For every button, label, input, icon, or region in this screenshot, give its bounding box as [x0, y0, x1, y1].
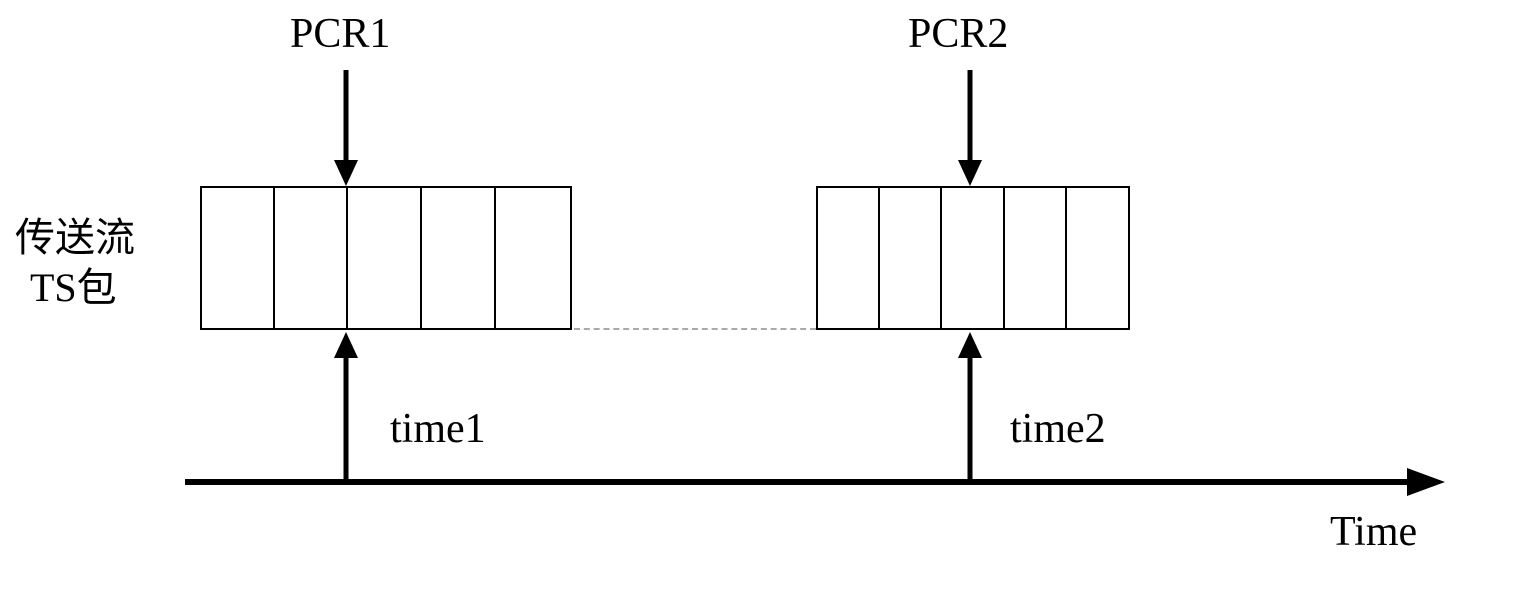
time2-arrow-icon — [954, 332, 986, 482]
pcr2-arrow-icon — [954, 70, 986, 186]
stream-label-line2: TS包 — [30, 255, 117, 313]
ts-packet-cell — [818, 188, 880, 328]
ts-packet-group-1 — [200, 186, 572, 330]
pcr1-label: PCR1 — [290, 10, 390, 58]
ts-packet-cell — [1067, 188, 1128, 328]
ts-packet-cell — [880, 188, 942, 328]
ts-packet-cell — [348, 188, 421, 328]
ts-packet-cell — [422, 188, 496, 328]
ts-packet-cell — [496, 188, 570, 328]
pcr1-arrow-icon — [330, 70, 362, 186]
pcr2-label: PCR2 — [908, 10, 1008, 58]
time2-label: time2 — [1010, 405, 1106, 453]
ellipsis-connector — [574, 328, 816, 330]
time1-label: time1 — [390, 405, 486, 453]
time-axis-line — [185, 464, 1445, 500]
ts-packet-cell — [275, 188, 348, 328]
time1-arrow-icon — [330, 332, 362, 482]
ts-packet-cell — [942, 188, 1004, 328]
ts-packet-cell — [1005, 188, 1067, 328]
time-axis-label: Time — [1330, 508, 1417, 556]
ts-packet-cell — [202, 188, 275, 328]
ts-packet-group-2 — [816, 186, 1130, 330]
